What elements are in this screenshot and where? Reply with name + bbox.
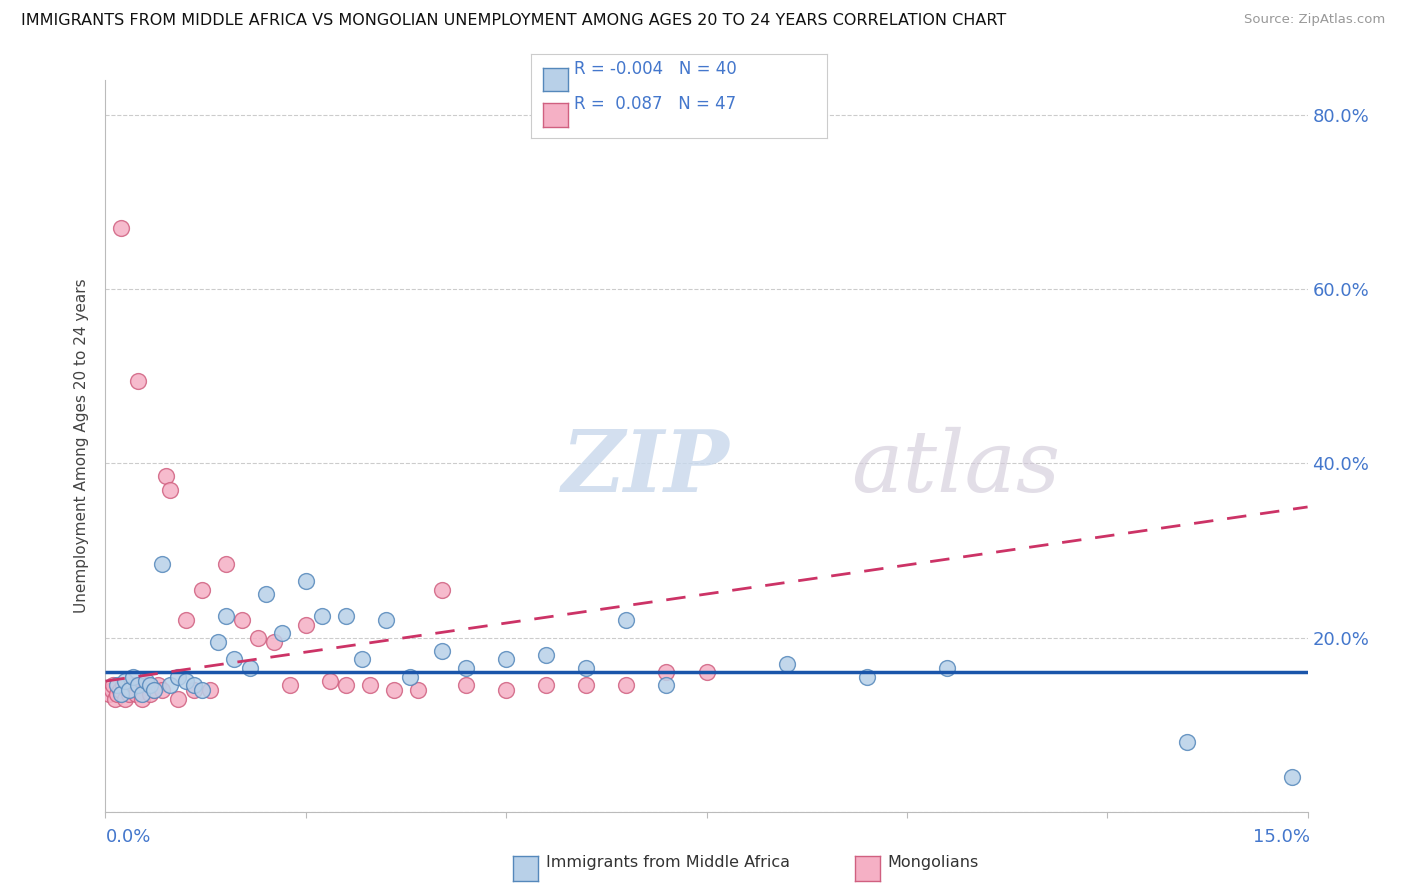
Point (127, 678, 149, 692)
Point (1175, 735, 1198, 749)
Point (159, 483, 181, 497)
Point (183, 682, 205, 697)
Point (855, 670, 877, 684)
Point (190, 582, 212, 597)
Point (150, 682, 173, 697)
Point (112, 678, 135, 692)
Point (110, 687, 132, 701)
Y-axis label: Unemployment Among Ages 20 to 24 years: Unemployment Among Ages 20 to 24 years (75, 278, 90, 614)
Point (131, 687, 153, 701)
Text: Mongolians: Mongolians (887, 855, 979, 870)
Text: Source: ZipAtlas.com: Source: ZipAtlas.com (1244, 13, 1385, 27)
Point (138, 678, 160, 692)
Point (406, 682, 429, 697)
Point (125, 687, 148, 701)
Point (146, 678, 169, 692)
Point (98, 687, 121, 701)
Point (214, 608, 236, 623)
Point (174, 674, 197, 689)
Point (575, 661, 598, 675)
Point (430, 643, 453, 657)
Point (138, 687, 160, 701)
Point (239, 661, 262, 675)
Point (456, 678, 478, 692)
Point (254, 587, 277, 601)
Point (142, 682, 165, 697)
Point (122, 678, 145, 692)
Point (616, 613, 638, 627)
Point (575, 678, 598, 692)
Point (159, 678, 181, 692)
Point (655, 678, 678, 692)
Point (174, 613, 197, 627)
Text: Immigrants from Middle Africa: Immigrants from Middle Africa (546, 855, 790, 870)
Point (222, 652, 245, 666)
Point (107, 678, 129, 692)
Point (335, 608, 357, 623)
Point (117, 678, 139, 692)
Point (131, 691, 153, 706)
Point (399, 670, 422, 684)
Point (214, 557, 236, 571)
Point (142, 682, 165, 697)
Point (430, 582, 453, 597)
Point (101, 682, 124, 697)
Text: ZIP: ZIP (562, 426, 730, 509)
Point (655, 665, 678, 680)
Text: IMMIGRANTS FROM MIDDLE AFRICA VS MONGOLIAN UNEMPLOYMENT AMONG AGES 20 TO 24 YEAR: IMMIGRANTS FROM MIDDLE AFRICA VS MONGOLI… (21, 13, 1007, 29)
Point (311, 608, 333, 623)
Point (114, 691, 136, 706)
Point (495, 652, 517, 666)
Point (936, 661, 959, 675)
Point (696, 665, 718, 680)
Point (135, 678, 157, 692)
Point (118, 682, 141, 697)
Point (359, 678, 381, 692)
Text: R = -0.004   N = 40: R = -0.004 N = 40 (574, 60, 737, 78)
Point (110, 221, 132, 235)
Point (456, 661, 478, 675)
Point (270, 626, 292, 640)
Point (166, 691, 188, 706)
Text: R =  0.087   N = 47: R = 0.087 N = 47 (574, 95, 735, 113)
Point (166, 670, 188, 684)
Point (246, 631, 269, 645)
Point (534, 648, 557, 662)
Text: atlas: atlas (851, 426, 1060, 509)
Point (278, 678, 301, 692)
Point (135, 674, 157, 689)
Point (616, 678, 638, 692)
Point (122, 670, 145, 684)
Point (382, 682, 405, 697)
Point (114, 674, 136, 689)
Point (1281, 770, 1303, 784)
Text: 15.0%: 15.0% (1253, 828, 1310, 846)
Point (263, 635, 285, 649)
Point (190, 682, 212, 697)
Point (103, 678, 125, 692)
Point (207, 635, 229, 649)
Point (198, 682, 221, 697)
Point (107, 687, 129, 701)
Point (295, 617, 318, 632)
Point (118, 687, 141, 701)
Point (335, 678, 357, 692)
Point (374, 613, 398, 627)
Point (155, 469, 177, 483)
Text: 0.0%: 0.0% (105, 828, 150, 846)
Point (350, 652, 373, 666)
Point (319, 674, 342, 689)
Point (183, 678, 205, 692)
Point (534, 678, 557, 692)
Point (776, 657, 799, 671)
Point (231, 613, 253, 627)
Point (127, 374, 149, 388)
Point (104, 691, 127, 706)
Point (120, 682, 142, 697)
Point (495, 682, 517, 697)
Point (295, 574, 318, 588)
Point (108, 682, 131, 697)
Point (150, 557, 173, 571)
